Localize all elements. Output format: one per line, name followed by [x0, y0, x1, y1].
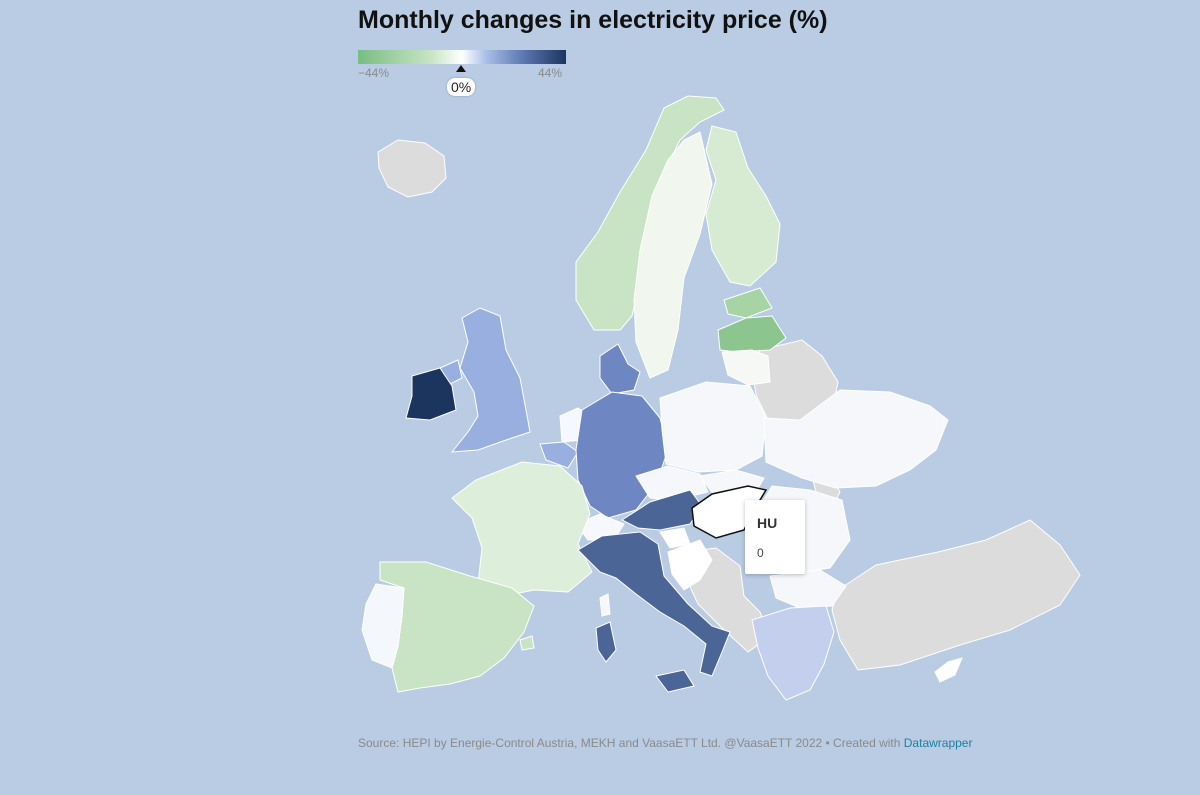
- turkey[interactable]: [831, 519, 1081, 671]
- bulgaria[interactable]: [769, 569, 847, 609]
- germany[interactable]: [575, 391, 669, 519]
- legend-gradient-bar: [358, 50, 566, 64]
- baleares[interactable]: [519, 635, 535, 651]
- portugal[interactable]: [361, 583, 405, 669]
- map-title: Monthly changes in electricity price (%): [358, 6, 828, 34]
- tooltip-value: 0: [757, 546, 764, 560]
- sweden[interactable]: [633, 131, 713, 379]
- iceland[interactable]: [377, 139, 447, 198]
- switzerland[interactable]: [575, 513, 625, 541]
- tooltip-country-code: HU: [757, 515, 778, 531]
- source-text: Source: HEPI by Energie-Control Austria,…: [358, 736, 901, 750]
- legend-marker-label: 0%: [447, 78, 476, 96]
- denmark[interactable]: [599, 343, 641, 395]
- ukraine[interactable]: [763, 389, 949, 489]
- legend-max-label: 44%: [538, 66, 563, 80]
- color-legend: −44% 44% 0%: [358, 50, 568, 100]
- sicily[interactable]: [655, 669, 695, 693]
- poland[interactable]: [659, 381, 767, 473]
- corsica[interactable]: [599, 593, 611, 617]
- finland[interactable]: [705, 125, 781, 287]
- greece[interactable]: [751, 605, 835, 701]
- latvia[interactable]: [717, 315, 787, 353]
- estonia[interactable]: [723, 287, 773, 319]
- lithuania[interactable]: [721, 349, 771, 386]
- datawrapper-link[interactable]: Datawrapper: [903, 736, 973, 750]
- belgium[interactable]: [539, 441, 579, 469]
- italy[interactable]: [577, 531, 731, 677]
- france[interactable]: [451, 461, 593, 597]
- source-note: Source: HEPI by Energie-Control Austria,…: [358, 736, 972, 750]
- cyprus[interactable]: [934, 657, 963, 683]
- legend-min-label: −44%: [358, 66, 390, 80]
- uk[interactable]: [450, 307, 531, 453]
- legend-marker-icon: [456, 65, 466, 72]
- sardinia[interactable]: [595, 621, 617, 663]
- croatia[interactable]: [667, 539, 713, 591]
- country-tooltip: HU 0: [745, 500, 805, 574]
- ireland[interactable]: [405, 367, 457, 421]
